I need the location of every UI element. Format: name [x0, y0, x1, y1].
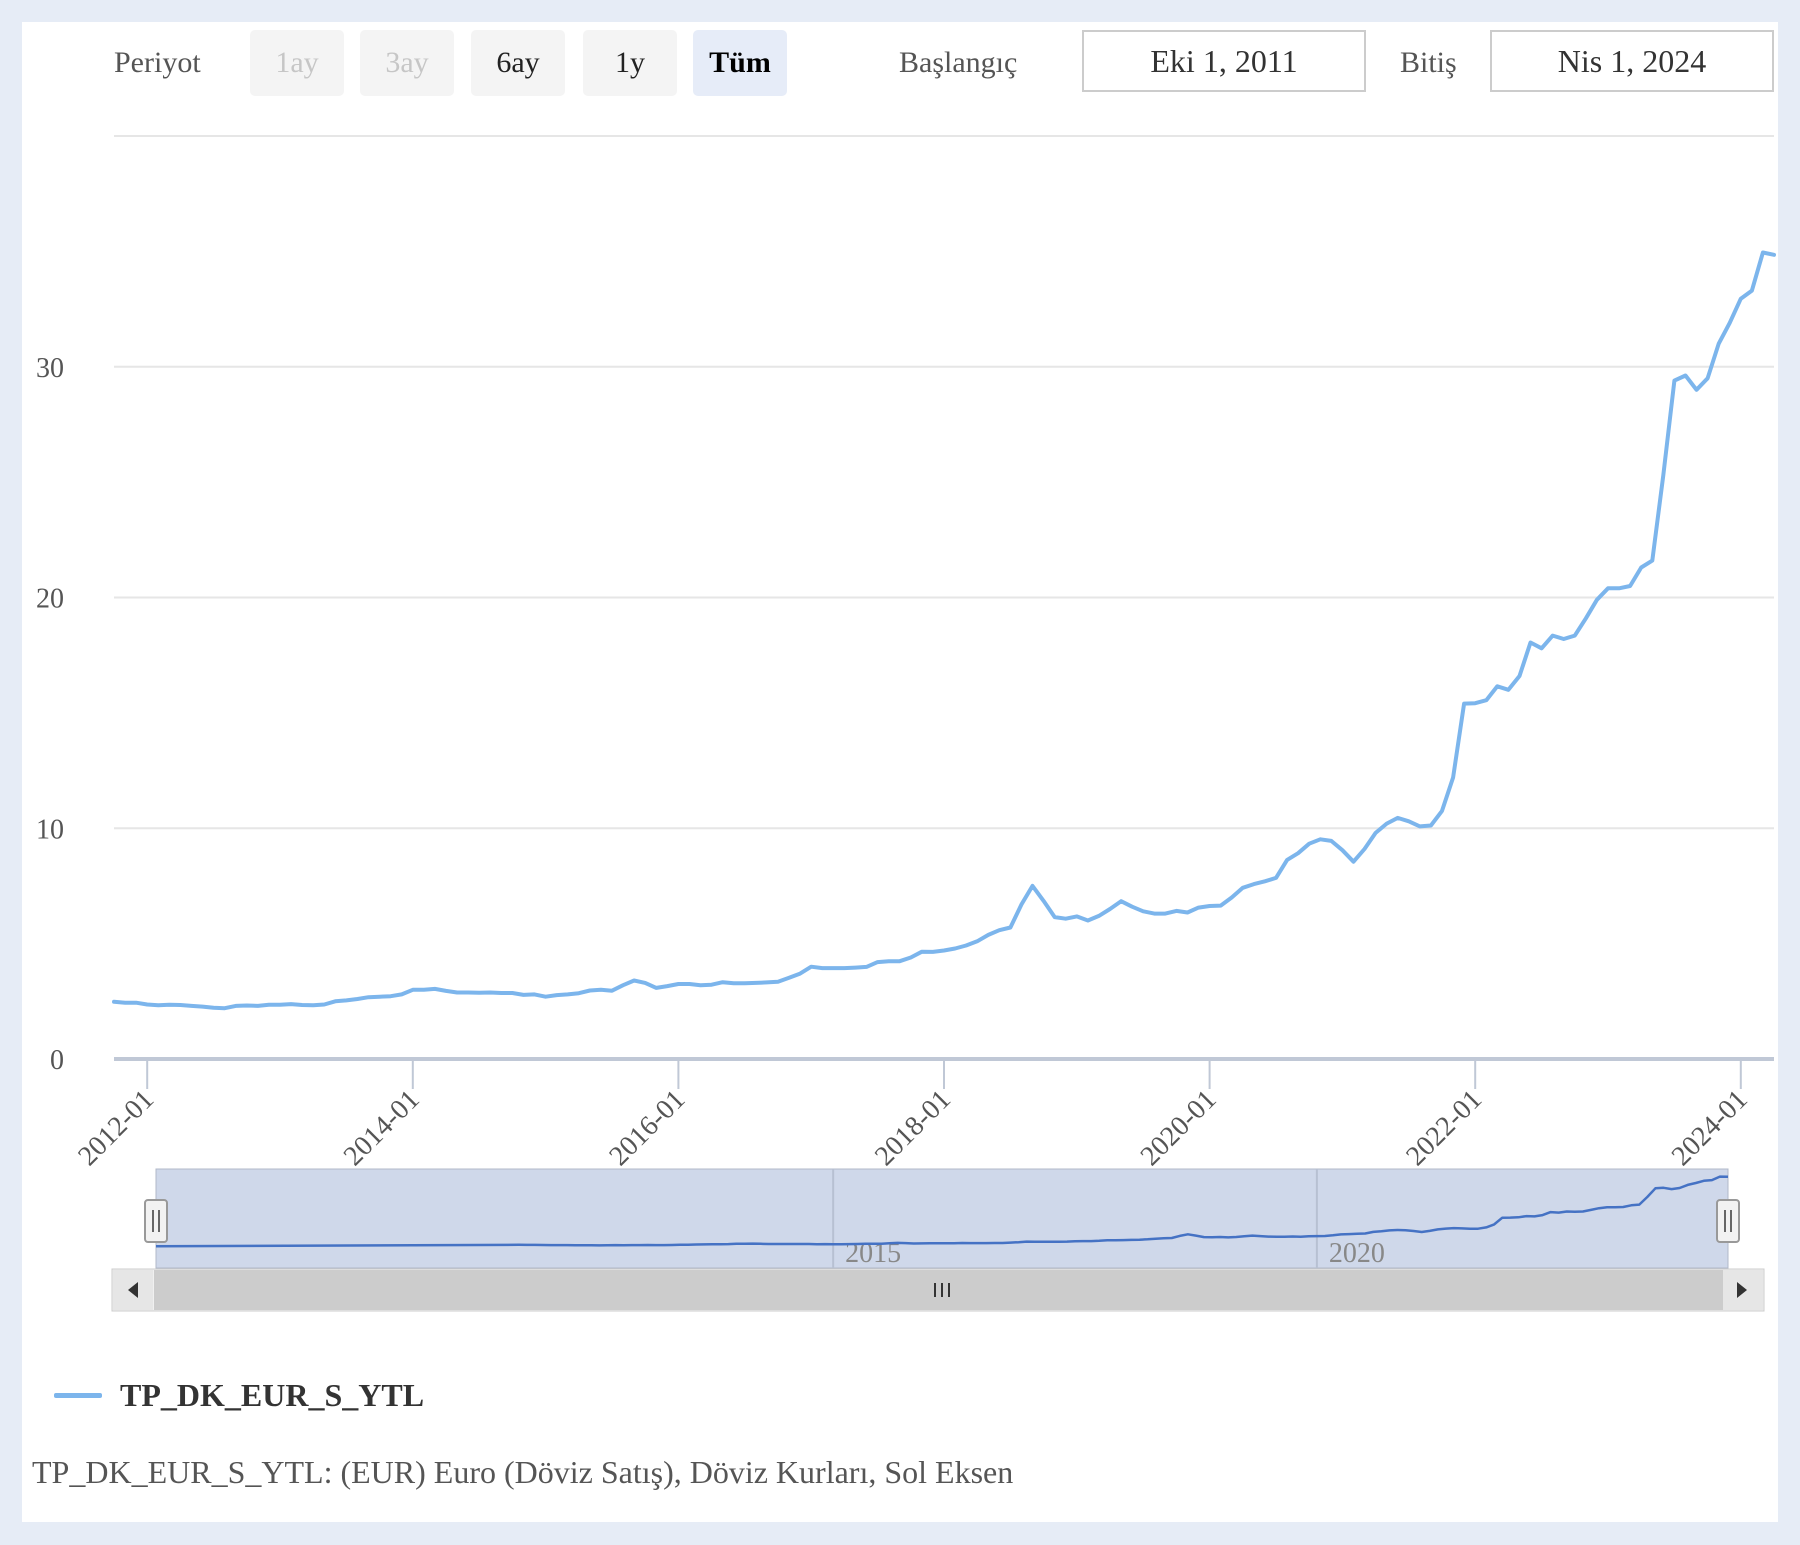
y-tick-label: 0	[50, 1045, 64, 1076]
grip-lines-icon[interactable]	[934, 1283, 950, 1297]
start-date-label: Başlangıç	[899, 46, 1018, 79]
y-tick-label: 20	[36, 584, 64, 615]
navigator-series	[155, 1175, 1729, 1248]
triangle-left-icon[interactable]	[128, 1282, 138, 1298]
navigator-series-line	[155, 1175, 1729, 1248]
navigator-handles[interactable]	[144, 1199, 1740, 1243]
legend-label: TP_DK_EUR_S_YTL	[120, 1376, 425, 1413]
range-button-1ay[interactable]: 1ay	[250, 30, 344, 96]
range-button-all[interactable]: Tüm	[693, 30, 787, 96]
x-tick-label: 2022-01	[1400, 1084, 1488, 1172]
range-button-6ay[interactable]: 6ay	[471, 30, 565, 96]
range-button-3ay[interactable]: 3ay	[360, 30, 454, 96]
navigator-year-label: 2020	[1329, 1238, 1385, 1269]
legend-item[interactable]: TP_DK_EUR_S_YTL	[54, 1375, 424, 1415]
x-tick-label: 2016-01	[603, 1084, 691, 1172]
period-label: Periyot	[114, 46, 201, 79]
handle-grip-icon[interactable]	[144, 1199, 168, 1243]
end-date-input[interactable]	[1490, 30, 1774, 92]
series-caption: TP_DK_EUR_S_YTL: (EUR) Euro (Döviz Satış…	[32, 1454, 1014, 1490]
y-tick-label: 10	[36, 814, 64, 845]
scrollbar[interactable]	[111, 1268, 1765, 1312]
navigator[interactable]: 2015 2020	[144, 1168, 1740, 1269]
chart-area: 0 10 20 30 2012-01 2014-01 2016-01 2018-01 2020…	[36, 135, 1776, 1312]
x-tick-label: 2012-01	[72, 1084, 160, 1172]
range-button-1y[interactable]: 1y	[583, 30, 677, 96]
x-axis: 2012-01 2014-01 2016-01 2018-01 2020-01 2022-…	[72, 1057, 1774, 1172]
y-tick-label: 30	[36, 353, 64, 384]
x-tick-label: 2018-01	[869, 1084, 957, 1172]
y-axis-labels: 0 10 20 30	[36, 353, 64, 1076]
end-date-label: Bitiş	[1400, 46, 1457, 79]
triangle-right-icon[interactable]	[1737, 1282, 1747, 1298]
handle-grip-icon[interactable]	[1716, 1199, 1740, 1243]
navigator-background	[155, 1168, 1729, 1269]
grid-lines	[114, 135, 1774, 830]
plot-series	[112, 250, 1776, 1011]
x-tick-label: 2024-01	[1666, 1084, 1754, 1172]
navigator-grid	[832, 1169, 1318, 1268]
chart-panel: Periyot 1ay 3ay 6ay 1y Tüm Başlangıç Bit…	[22, 22, 1778, 1522]
navigator-left-handle	[144, 1199, 168, 1243]
x-tick-label: 2014-01	[338, 1084, 426, 1172]
navigator-right-handle	[1716, 1199, 1740, 1243]
x-tick-label: 2020-01	[1135, 1084, 1223, 1172]
series-line	[112, 250, 1776, 1011]
start-date-input[interactable]	[1082, 30, 1366, 92]
legend-line-swatch	[54, 1392, 102, 1398]
